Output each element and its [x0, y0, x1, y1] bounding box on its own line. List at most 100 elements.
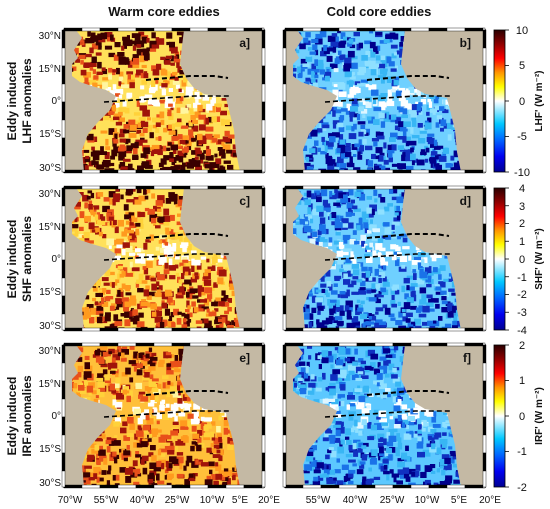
field-cell — [142, 266, 147, 270]
field-cell — [398, 95, 406, 102]
field-cell — [83, 380, 92, 387]
field-cell — [91, 448, 99, 454]
field-cell — [71, 225, 78, 232]
field-cell — [346, 162, 352, 166]
field-cell — [310, 218, 314, 224]
field-cell — [389, 38, 393, 43]
field-cell — [360, 280, 366, 287]
field-cell — [335, 432, 341, 437]
field-cell — [340, 153, 348, 159]
field-cell — [184, 479, 189, 486]
field-cell — [426, 111, 430, 116]
panel-c-boundary-2 — [103, 253, 229, 261]
field-cell — [350, 251, 354, 258]
field-cell — [366, 289, 372, 294]
field-cell — [179, 70, 186, 75]
field-cell — [375, 155, 380, 160]
frame-segment — [207, 327, 227, 332]
field-cell — [195, 150, 202, 155]
field-cell — [177, 384, 181, 392]
field-cell — [359, 313, 367, 320]
field-cell — [199, 299, 207, 303]
field-cell — [123, 450, 131, 456]
frame-segment — [374, 27, 394, 32]
field-cell — [334, 58, 340, 65]
field-cell — [122, 242, 130, 248]
panel-a-eddy-boundary — [145, 75, 229, 81]
field-cell — [435, 154, 441, 160]
field-cell — [436, 115, 443, 120]
field-cell — [381, 289, 389, 295]
field-cell — [338, 192, 347, 199]
frame-segment — [261, 187, 266, 207]
field-cell — [83, 472, 91, 478]
field-cell — [141, 161, 150, 169]
field-cell — [344, 63, 352, 69]
row-label-shf: Eddy induced SHF anomalies — [5, 216, 34, 302]
field-cell — [211, 421, 216, 426]
frame-segment — [338, 169, 358, 174]
field-cell — [123, 386, 129, 391]
field-cell — [141, 360, 148, 366]
field-cell — [178, 354, 183, 361]
field-cell — [177, 134, 183, 140]
field-cell — [372, 250, 377, 258]
row-label-irf-line2: IRF anomalies — [20, 375, 34, 457]
field-cell — [108, 216, 114, 221]
field-cell — [102, 369, 108, 376]
field-cell — [406, 275, 414, 280]
field-cell — [402, 316, 408, 322]
field-cell — [134, 199, 142, 205]
field-cell — [182, 135, 190, 142]
field-cell — [154, 292, 162, 298]
field-cell — [99, 316, 107, 321]
frame-segment — [410, 185, 430, 190]
field-cell — [83, 149, 90, 153]
field-cell — [379, 247, 386, 252]
frame-segment — [338, 27, 358, 32]
field-cell — [119, 467, 126, 473]
field-cell — [220, 110, 227, 116]
field-cell — [122, 297, 130, 302]
field-cell — [117, 219, 124, 227]
field-cell — [168, 258, 173, 266]
frame-segment — [374, 185, 394, 190]
field-cell — [148, 380, 156, 387]
field-cell — [349, 156, 353, 163]
field-cell — [433, 97, 439, 104]
field-cell — [390, 68, 397, 72]
field-cell — [359, 193, 366, 201]
field-cell — [364, 145, 373, 151]
field-cell — [147, 208, 155, 215]
field-cell — [88, 80, 97, 86]
field-cell — [156, 114, 162, 119]
field-cell — [430, 298, 439, 303]
field-cell — [125, 292, 132, 296]
field-cell — [135, 139, 143, 146]
field-cell — [137, 122, 142, 128]
field-cell — [402, 246, 410, 250]
field-cell — [162, 414, 170, 420]
frame-segment — [63, 185, 83, 190]
frame-segment — [282, 205, 287, 225]
field-cell — [360, 108, 368, 114]
field-cell — [132, 147, 138, 155]
frame-segment — [282, 277, 287, 297]
field-cell — [127, 40, 131, 47]
field-cell — [134, 73, 140, 78]
field-cell — [347, 50, 355, 58]
field-cell — [83, 397, 91, 402]
field-cell — [84, 165, 89, 172]
field-cell — [303, 308, 310, 313]
field-cell — [200, 462, 209, 467]
field-cell — [332, 110, 336, 117]
field-cell — [136, 129, 142, 134]
field-cell — [113, 146, 120, 154]
field-cell — [221, 152, 226, 159]
field-cell — [320, 189, 328, 197]
field-cell — [350, 106, 358, 112]
field-cell — [150, 356, 158, 361]
field-cell — [337, 143, 346, 148]
field-cell — [361, 272, 366, 278]
field-cell — [433, 482, 439, 486]
